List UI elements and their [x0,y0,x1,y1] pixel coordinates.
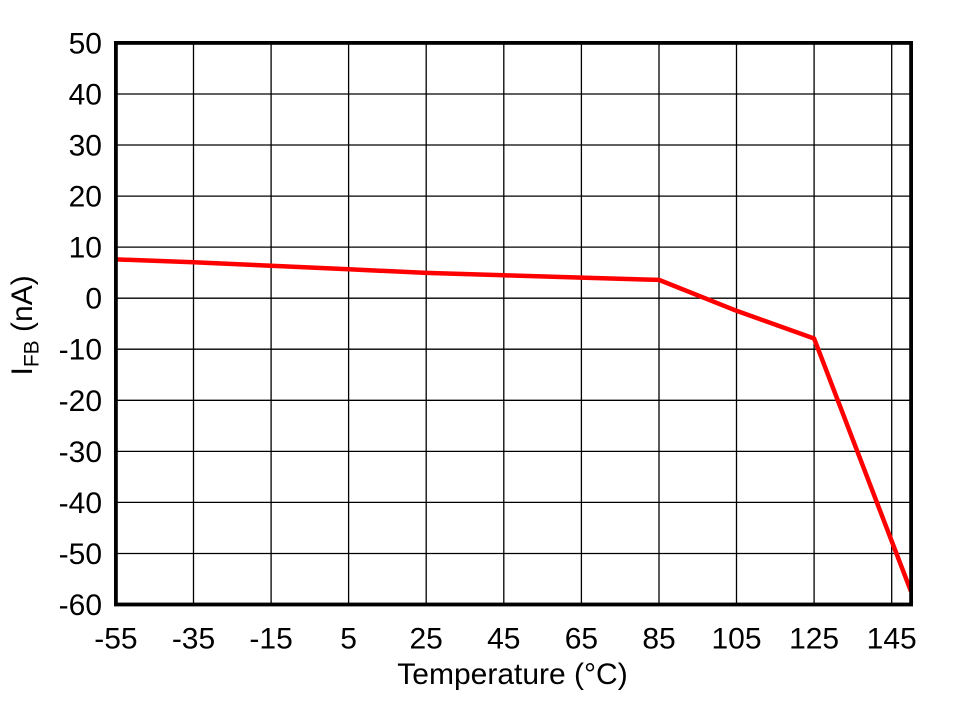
svg-text:25: 25 [410,623,443,656]
svg-text:125: 125 [789,623,839,656]
svg-text:30: 30 [69,130,102,163]
svg-text:-50: -50 [59,538,102,571]
svg-text:IFB (nA): IFB (nA) [6,275,44,375]
svg-text:145: 145 [867,623,917,656]
svg-text:85: 85 [642,623,675,656]
svg-text:5: 5 [340,623,357,656]
svg-text:-15: -15 [249,623,292,656]
svg-text:-10: -10 [59,334,102,367]
svg-text:20: 20 [69,181,102,214]
svg-text:Temperature (°C): Temperature (°C) [397,658,627,691]
svg-text:50: 50 [69,27,102,60]
svg-text:-55: -55 [94,623,137,656]
svg-text:-30: -30 [59,436,102,469]
svg-text:-40: -40 [59,487,102,520]
svg-text:10: 10 [69,232,102,265]
svg-text:-20: -20 [59,385,102,418]
svg-text:-60: -60 [59,589,102,622]
svg-text:45: 45 [487,623,520,656]
svg-text:0: 0 [85,283,102,316]
svg-text:40: 40 [69,79,102,112]
svg-text:-35: -35 [172,623,215,656]
svg-text:105: 105 [711,623,761,656]
svg-text:65: 65 [565,623,598,656]
